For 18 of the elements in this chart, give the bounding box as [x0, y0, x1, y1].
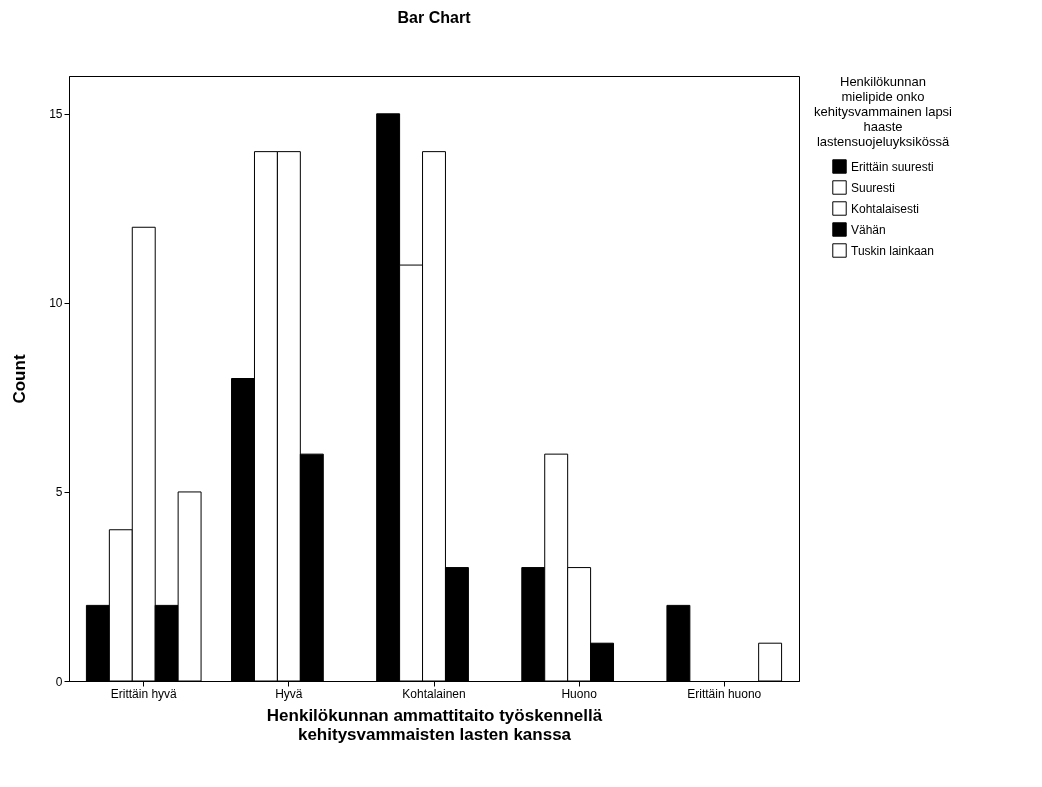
chart-title: Bar Chart — [397, 9, 472, 26]
x-tick-label: Erittäin hyvä — [110, 686, 178, 701]
legend-label: Kohtalaisesti — [851, 201, 920, 216]
x-tick-label: Hyvä — [275, 686, 303, 701]
x-tick-label: Kohtalainen — [402, 686, 466, 701]
legend-label: Erittäin suuresti — [851, 159, 934, 174]
x-tick-label: Erittäin huono — [687, 686, 762, 701]
y-tick-label: 0 — [55, 674, 63, 689]
x-tick-label: Huono — [561, 686, 598, 701]
y-axis-title: Count — [10, 354, 30, 404]
y-tick-label: 15 — [49, 107, 63, 122]
legend-title: Henkilökunnan mielipide onko kehitysvammainen lapsi haaste lastensuojeluyksikössä — [813, 74, 953, 149]
legend-label: Vähän — [851, 222, 886, 237]
y-tick-label: 10 — [49, 296, 63, 311]
legend-label: Suuresti — [851, 180, 896, 195]
y-tick-label: 5 — [55, 485, 63, 500]
x-axis-title: Henkilökunnan ammattitaito työskennellä kehitysvammaisten lasten kanssa — [266, 705, 603, 744]
legend-label: Tuskin lainkaan — [851, 243, 934, 258]
